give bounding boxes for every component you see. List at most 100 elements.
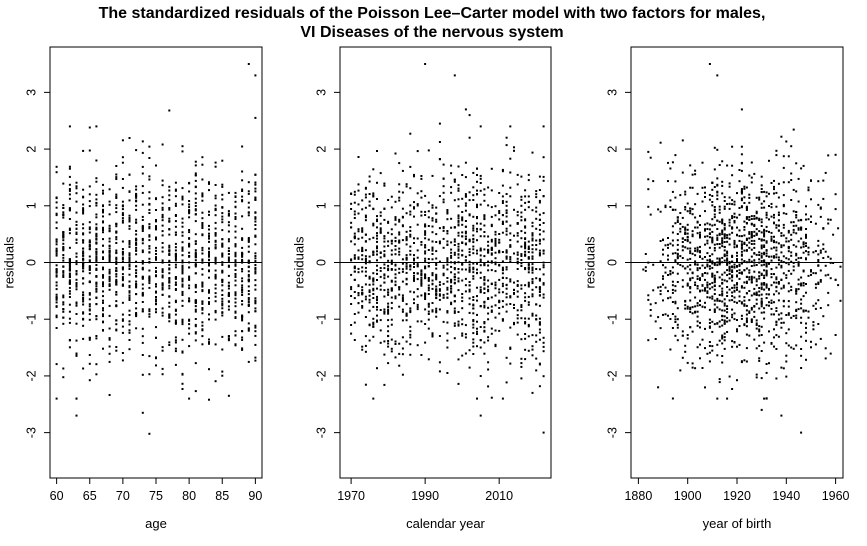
residual-point [490, 252, 493, 255]
residual-point [214, 277, 217, 280]
residual-point [115, 349, 118, 352]
residual-point [676, 253, 679, 256]
residual-point [775, 281, 778, 284]
residual-point [148, 282, 151, 285]
residual-point [750, 306, 753, 309]
residual-point [829, 277, 832, 280]
residual-point [691, 312, 694, 315]
residual-point [453, 261, 456, 264]
residual-point [398, 271, 401, 274]
residual-point [431, 249, 434, 252]
residual-point [487, 298, 490, 300]
residual-point [82, 233, 85, 236]
residual-point [733, 243, 736, 246]
residual-point [520, 195, 523, 198]
residual-point [155, 308, 157, 311]
residual-point [770, 307, 773, 310]
residual-point [427, 277, 430, 279]
residual-point [704, 327, 706, 330]
residual-point [68, 246, 71, 249]
residual-point [95, 216, 98, 219]
residual-point [713, 303, 716, 306]
residual-point [188, 203, 191, 206]
residual-point [398, 199, 401, 202]
residual-point [782, 194, 785, 197]
residual-point [155, 270, 157, 273]
residual-point [88, 303, 91, 306]
residual-point [490, 248, 493, 251]
residual-point [247, 297, 250, 299]
residual-point [472, 237, 475, 240]
residual-point [95, 282, 98, 285]
residual-point [247, 238, 250, 241]
residual-point [472, 345, 475, 348]
residual-point [671, 225, 674, 228]
residual-point [62, 274, 65, 277]
residual-point [733, 200, 736, 203]
residual-point [431, 333, 434, 336]
residual-point [254, 257, 257, 260]
residual-point [368, 200, 371, 203]
residual-point [420, 282, 423, 285]
residual-point [446, 244, 449, 246]
residual-point [461, 334, 464, 337]
residual-point [121, 204, 124, 207]
residual-point [753, 215, 756, 217]
residual-point [711, 297, 714, 300]
residual-point [800, 298, 803, 301]
residual-point [829, 261, 832, 264]
residual-point [657, 286, 660, 289]
residual-point [168, 253, 171, 256]
residual-point [241, 347, 244, 350]
residual-point [161, 234, 164, 237]
residual-point [416, 256, 419, 259]
residual-point [745, 282, 748, 284]
residual-point [807, 316, 810, 319]
residual-point [479, 326, 482, 328]
residual-point [431, 279, 434, 282]
residual-point [834, 278, 837, 281]
x-axis-label: calendar year [406, 516, 485, 531]
residual-point [822, 197, 825, 200]
residual-point [457, 324, 460, 327]
residual-point [431, 174, 434, 177]
residual-point [723, 339, 726, 342]
residual-point [135, 253, 138, 256]
residual-point [501, 285, 504, 288]
residual-point [654, 320, 657, 323]
residual-point [416, 203, 419, 206]
residual-point [750, 255, 753, 258]
residual-point [686, 282, 689, 285]
residual-point [95, 297, 98, 299]
residual-point [135, 196, 138, 199]
residual-point [88, 255, 91, 258]
residual-point [398, 305, 401, 308]
residual-point [155, 246, 157, 249]
residual-point [531, 278, 534, 281]
residual-point [733, 296, 736, 299]
residual-point [476, 193, 478, 196]
residual-point [115, 319, 118, 322]
residual-point [424, 237, 427, 240]
residual-point [476, 239, 478, 242]
residual-point [424, 250, 427, 253]
residual-point [711, 275, 714, 278]
residual-point [405, 230, 408, 233]
residual-point [731, 286, 734, 289]
residual-point [438, 227, 441, 230]
residual-point [214, 209, 217, 212]
residual-point [731, 308, 734, 311]
residual-point [254, 268, 257, 271]
residual-point [718, 381, 721, 384]
residual-point [694, 281, 697, 284]
residual-point [95, 237, 98, 240]
residual-point [760, 225, 763, 227]
residual-point [773, 192, 775, 195]
residual-point [765, 195, 768, 198]
residual-point [483, 326, 486, 329]
residual-point [128, 214, 131, 217]
residual-point [208, 254, 210, 257]
residual-point [431, 272, 434, 275]
residual-point [461, 307, 464, 310]
residual-point [716, 184, 719, 187]
